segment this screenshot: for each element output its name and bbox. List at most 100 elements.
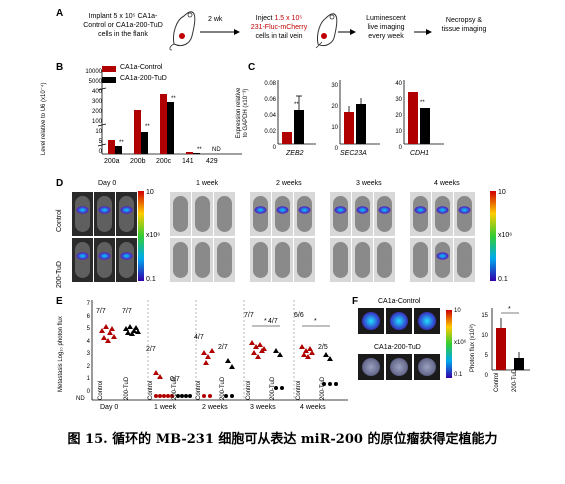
e-time-3weeks: 3 weeks — [250, 404, 276, 411]
row-label-tud: 200-TuD — [56, 261, 63, 288]
ytick: 0.02 — [264, 129, 276, 135]
mouse-image — [330, 238, 351, 282]
xtick-200c: 200c — [156, 158, 172, 165]
panel-e-yticks: 7 6 5 4 3 2 1 0 — [80, 298, 90, 398]
gene-sec23a: SEC23A — [340, 150, 367, 157]
colorbar-f-min: 0.1 — [454, 372, 463, 378]
arrow-right-icon — [414, 29, 432, 35]
colorbar-weeks-min: 0.1 — [498, 276, 508, 283]
ytick: 0 — [334, 146, 338, 152]
mouse-image — [352, 238, 373, 282]
ytick: 10 — [331, 125, 338, 131]
bar-cdh1-control — [408, 92, 418, 144]
e-week4-points — [299, 325, 338, 386]
e-xlabel: Control — [148, 380, 154, 400]
timepoint-4weeks: 4 weeks — [434, 180, 460, 187]
ytick: 200 — [91, 109, 102, 115]
mouse-image — [72, 238, 93, 282]
ytick: 5 — [484, 353, 488, 359]
arrow-right-icon — [338, 29, 356, 35]
panel-a-step1-text: Implant 5 x 10⁵ CA1a- Control or CA1a-20… — [83, 13, 163, 38]
e-time-1week: 1 week — [154, 404, 177, 411]
ytick: 5000 — [88, 79, 102, 85]
panel-e-chart: * * — [91, 300, 348, 401]
mouse-image — [250, 192, 271, 236]
e-week3-points — [249, 325, 284, 390]
step2-prefix: Inject — [255, 15, 275, 22]
colorbar-day0-min: 0.1 — [146, 276, 156, 283]
bar-sec23a-tud — [356, 104, 366, 144]
mouse-image — [94, 238, 115, 282]
panel-f-chart: * — [491, 306, 530, 371]
sig-200a: ** — [119, 140, 124, 146]
figure-caption: 图 15. 循环的 MB-231 细胞可从表达 miR-200 的原位瘤获得定植… — [67, 432, 498, 447]
ytick: 10000 — [85, 69, 102, 75]
mouse-image — [214, 238, 235, 282]
ytick: 15 — [481, 313, 488, 319]
timepoint-1week: 1 week — [196, 180, 219, 187]
panel-c-charts: ** ** — [277, 80, 444, 145]
ytick: 300 — [91, 99, 102, 105]
e-fraction-label: 2/7 — [218, 344, 228, 351]
colorbar-day0 — [138, 191, 144, 281]
colorbar-f-unit: x10⁶ — [454, 340, 467, 346]
mouse-image — [374, 238, 395, 282]
ytick: 20 — [395, 113, 402, 119]
e-xlabel: Control — [246, 380, 252, 400]
mouse-image — [94, 192, 115, 236]
bar-f-tud — [514, 358, 524, 370]
sig-141: ** — [197, 147, 202, 153]
e-fraction-label: 2/5 — [318, 344, 328, 351]
colorbar-f — [446, 310, 452, 378]
panel-e-ylabel: Metastasis Log₁₀ photon flux — [58, 316, 64, 392]
e-fraction-label: 2/7 — [146, 346, 156, 353]
mouse-image — [454, 238, 475, 282]
e-xlabel: 200-TuD — [220, 376, 226, 400]
ytick: 30 — [395, 97, 402, 103]
panel-a-step4-text: Necropsy & tissue imaging — [441, 17, 487, 33]
panel-b-ylabel: Level relative to U6 (x10⁻⁴) — [41, 82, 47, 155]
panel-f-label: F — [352, 296, 359, 307]
bar-200c-control — [160, 94, 167, 154]
e-xlabel: Control — [296, 380, 302, 400]
ytick: 10 — [481, 333, 488, 339]
mouse-image — [170, 238, 191, 282]
mouse-image — [72, 192, 93, 236]
legend-swatch-control — [102, 66, 116, 72]
sig-f: * — [508, 306, 511, 313]
gene-zeb2: ZEB2 — [286, 150, 304, 157]
ytick: 100 — [91, 119, 102, 125]
ytick: 20 — [331, 104, 338, 110]
step2-suffix: cells in tail vein — [255, 33, 303, 40]
ytick: 3 — [86, 351, 90, 357]
mouse-image — [272, 192, 293, 236]
timepoint-2weeks: 2 weeks — [276, 180, 302, 187]
sig-week3: * — [264, 318, 267, 325]
bar-cdh1-tud — [420, 108, 430, 144]
step2-cells-count: 1.5 x 10⁵ — [274, 15, 303, 22]
mouse-image — [410, 238, 431, 282]
e-xlabel: 200-TuD — [124, 376, 130, 400]
ytick: 10 — [95, 129, 102, 135]
bar-141-tud — [193, 153, 200, 154]
step2-cell-line: 231-Fluc-mCherry — [250, 24, 308, 31]
tissue-image — [358, 308, 384, 334]
sig-cdh1: ** — [420, 100, 425, 106]
e-time-4weeks: 4 weeks — [300, 404, 326, 411]
colorbar-f-max: 10 — [454, 308, 461, 314]
e-fraction-label: 0/7 — [170, 376, 180, 383]
e-xlabel: Control — [98, 380, 104, 400]
mouse-image — [432, 238, 453, 282]
panel-c-ylabel: Expression relative to GAPDH (x10⁻³) — [236, 87, 249, 139]
panel-b-label: B — [56, 62, 64, 73]
panel-a-label: A — [56, 8, 64, 19]
f-xlabel-control: Control — [494, 372, 500, 392]
panel-e-label: E — [56, 296, 63, 307]
mouse-image — [192, 238, 213, 282]
e-fraction-label: 6/6 — [294, 312, 304, 319]
ytick: 7 — [86, 301, 90, 307]
panel-a-step2: Inject 1.5 x 10⁵ 231-Fluc-mCherry cells … — [240, 14, 318, 41]
row-label-control: Control — [56, 209, 63, 232]
zeb2-yticks: 0.08 0.06 0.04 0.02 0 — [254, 76, 276, 156]
panel-c-label: C — [248, 62, 256, 73]
